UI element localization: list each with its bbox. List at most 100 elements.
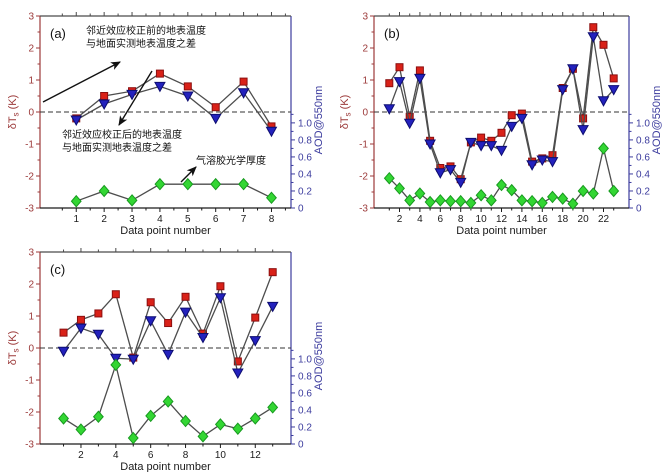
series-markers-after bbox=[70, 81, 278, 138]
marker-square bbox=[111, 290, 120, 299]
x-tick-label: 2 bbox=[78, 450, 84, 461]
series-markers-aod bbox=[58, 358, 279, 445]
chart-panel-b: -3 -2 -1 0 1 2 3 0 0.2 0.4 0.6 0.8 1.0 2 4 6 8 10 12 14 16 18… bbox=[338, 8, 669, 237]
marker-square bbox=[609, 74, 618, 83]
series-line-after bbox=[388, 36, 615, 184]
marker-diamond bbox=[267, 401, 279, 414]
marker-square bbox=[146, 298, 155, 307]
x-tick-label: 5 bbox=[185, 214, 191, 225]
y-right-axis-title: AOD@550nm bbox=[313, 322, 325, 391]
y-right-tick-label: 0.2 bbox=[636, 186, 650, 197]
y-left-tick-label: 0 bbox=[28, 344, 34, 355]
marker-triangle-down bbox=[414, 73, 426, 85]
x-tick-label: 10 bbox=[215, 450, 227, 461]
marker-triangle-down bbox=[577, 125, 589, 136]
marker-triangle-down bbox=[485, 141, 498, 152]
x-tick-label: 12 bbox=[496, 214, 508, 225]
marker-triangle-down bbox=[75, 323, 87, 335]
panel-label: (b) bbox=[384, 26, 400, 41]
y-left-tick-label: 0 bbox=[362, 108, 368, 119]
y-left-tick-label: 2 bbox=[362, 44, 368, 55]
y-right-tick-label: 0.6 bbox=[298, 152, 312, 163]
x-axis-title: Data point number bbox=[120, 461, 211, 472]
series-markers-after bbox=[383, 32, 620, 189]
marker-square bbox=[59, 328, 68, 337]
marker-triangle-down bbox=[587, 32, 600, 43]
y-right-tick-label: 1.0 bbox=[636, 118, 650, 129]
x-tick-label: 8 bbox=[269, 214, 275, 225]
marker-triangle-down bbox=[505, 121, 518, 133]
marker-square bbox=[164, 319, 173, 328]
marker-triangle-down bbox=[266, 301, 279, 313]
series-markers-after bbox=[57, 293, 279, 379]
y-right-tick-label: 0 bbox=[298, 204, 304, 215]
marker-square bbox=[155, 69, 164, 78]
marker-diamond bbox=[608, 184, 620, 198]
marker-triangle-down bbox=[403, 118, 416, 130]
y-right-tick-label: 0.8 bbox=[298, 135, 312, 146]
marker-triangle-down bbox=[495, 145, 508, 157]
marker-diamond bbox=[214, 418, 226, 431]
x-tick-label: 7 bbox=[241, 214, 247, 225]
marker-triangle-down bbox=[556, 85, 569, 96]
marker-diamond bbox=[162, 395, 174, 408]
annotation-text: 气溶胶光学厚度 bbox=[196, 154, 266, 167]
marker-diamond bbox=[557, 192, 569, 205]
x-tick-label: 8 bbox=[458, 214, 464, 225]
marker-triangle-down bbox=[179, 307, 192, 319]
series-line-before bbox=[75, 72, 273, 127]
y-right-tick-label: 0.6 bbox=[636, 152, 650, 163]
marker-diamond bbox=[598, 142, 609, 155]
y-right-tick-label: 0 bbox=[636, 204, 642, 215]
marker-diamond bbox=[383, 171, 395, 185]
marker-diamond bbox=[536, 196, 548, 210]
marker-square bbox=[251, 313, 260, 322]
x-tick-label: 12 bbox=[250, 450, 262, 461]
marker-triangle-down bbox=[526, 160, 538, 171]
panel-label: (a) bbox=[50, 26, 66, 41]
y-right-axis-title: AOD@550nm bbox=[313, 86, 325, 155]
marker-square bbox=[497, 128, 506, 137]
marker-diamond bbox=[110, 358, 122, 372]
x-tick-label: 4 bbox=[417, 214, 423, 225]
marker-triangle-down bbox=[70, 115, 83, 127]
marker-triangle-down bbox=[92, 329, 105, 341]
y-right-tick-label: 0 bbox=[298, 440, 304, 451]
y-left-tick-label: 3 bbox=[28, 12, 34, 23]
x-tick-label: 20 bbox=[578, 214, 590, 225]
marker-diamond bbox=[414, 187, 426, 200]
x-tick-label: 16 bbox=[537, 214, 549, 225]
marker-square bbox=[415, 66, 424, 75]
marker-square bbox=[76, 315, 85, 324]
marker-diamond bbox=[232, 422, 244, 435]
marker-triangle-down bbox=[567, 64, 579, 75]
marker-square bbox=[183, 82, 192, 91]
y-left-tick-label: -1 bbox=[359, 140, 368, 151]
x-tick-label: 18 bbox=[557, 214, 569, 225]
marker-diamond bbox=[249, 412, 261, 425]
marker-diamond bbox=[145, 409, 157, 423]
marker-diamond bbox=[404, 194, 416, 207]
y-left-tick-label: 1 bbox=[362, 76, 368, 87]
marker-triangle-down bbox=[454, 177, 467, 189]
marker-diamond bbox=[127, 431, 139, 445]
x-tick-label: 6 bbox=[148, 450, 154, 461]
annotation-arrow bbox=[42, 61, 121, 103]
marker-triangle-down bbox=[383, 104, 396, 115]
y-right-tick-label: 0.2 bbox=[298, 186, 312, 197]
x-tick-label: 14 bbox=[516, 214, 528, 225]
y-left-axis-title: δTs (K) bbox=[7, 95, 21, 130]
x-axis-title: Data point number bbox=[120, 225, 211, 236]
series-markers-before bbox=[385, 23, 618, 184]
marker-triangle-down bbox=[516, 113, 528, 125]
marker-diamond bbox=[547, 190, 558, 204]
marker-triangle-down bbox=[126, 89, 138, 101]
marker-square bbox=[94, 309, 103, 318]
marker-square bbox=[507, 111, 516, 120]
marker-diamond bbox=[197, 430, 209, 443]
y-left-axis-title: δTs (K) bbox=[339, 95, 353, 130]
annotation-text: 邻近效应校正前的地表温度与地面实测地表温度之差 bbox=[86, 24, 206, 50]
marker-triangle-down bbox=[424, 139, 436, 151]
marker-diamond bbox=[210, 177, 222, 191]
